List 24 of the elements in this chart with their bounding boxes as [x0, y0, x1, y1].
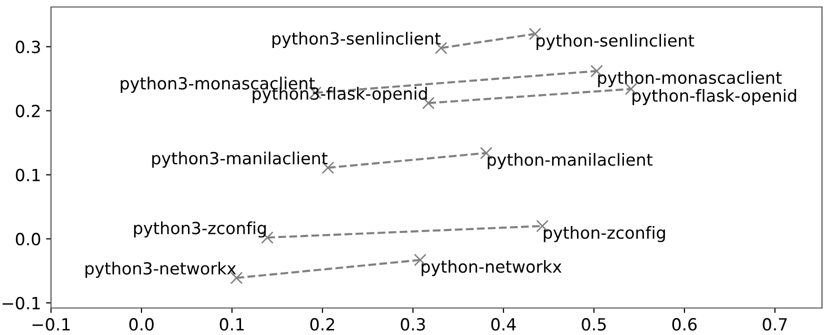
annotation: python-flask-openid: [632, 88, 796, 106]
annotation: python-networkx: [422, 260, 562, 276]
x-tick-label: 0.1: [220, 318, 244, 331]
y-tick-label: 0.2: [16, 104, 40, 118]
x-tick-label: 0.2: [310, 318, 334, 331]
x-tick-label: −0.1: [32, 318, 70, 331]
annotation: python-senlinclient: [536, 34, 694, 50]
x-tick-label: 0.7: [762, 318, 787, 331]
annotation: python3-networkx: [86, 262, 236, 278]
annotation: python3-senlinclient: [272, 32, 441, 48]
x-tick-label: 0.4: [491, 318, 516, 331]
annotation: python3-zconfig: [134, 221, 266, 238]
x-tick-label: 0.6: [672, 318, 697, 331]
annotation: python-manilaclient: [488, 153, 652, 170]
y-tick-label: −0.1: [2, 296, 40, 310]
x-tick-label: 0.5: [582, 318, 606, 331]
annotation: python-monascaclient: [598, 71, 782, 88]
x-tick-label: 0.3: [400, 318, 425, 331]
annotation: python-zconfig: [544, 226, 665, 242]
y-tick-label: 0.3: [16, 40, 40, 54]
y-tick-label: 0.1: [16, 168, 40, 182]
annotation: python3-manilaclient: [152, 152, 328, 168]
x-tick-label: 0.0: [129, 318, 154, 331]
y-tick-label: 0.0: [16, 232, 40, 246]
